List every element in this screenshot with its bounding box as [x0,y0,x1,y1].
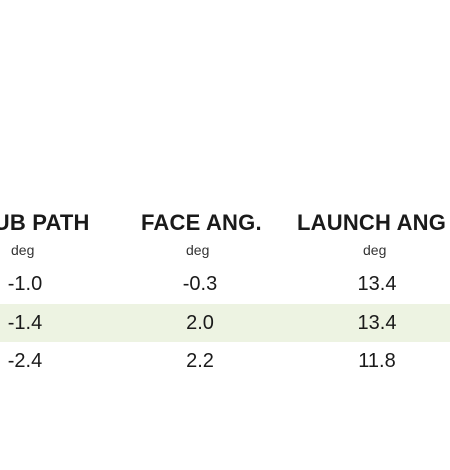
cell-club-path: -1.4 [7,312,43,334]
cell-face-angle: -0.3 [182,273,218,295]
table-row: -1.0 -0.3 13.4 [0,265,450,303]
cell-club-path: -2.4 [7,350,43,372]
cell-club-path: -1.0 [7,273,43,295]
column-header-launch-angle: LAUNCH ANG [297,210,447,235]
column-unit-launch-angle: deg [363,242,387,258]
column-unit-face-angle: deg [186,242,210,258]
column-unit-club-path: deg [11,242,35,258]
column-header-club-path: CLUB PATH [0,210,90,235]
column-header-face-angle: FACE ANG. [141,210,262,235]
table-row: -1.4 2.0 13.4 [0,304,450,342]
cell-launch-angle: 13.4 [357,312,397,334]
table-row: -2.4 2.2 11.8 [0,342,450,380]
cell-launch-angle: 13.4 [357,273,397,295]
cell-face-angle: 2.0 [186,312,214,334]
cell-launch-angle: 11.8 [358,350,396,372]
cell-face-angle: 2.2 [186,350,214,372]
